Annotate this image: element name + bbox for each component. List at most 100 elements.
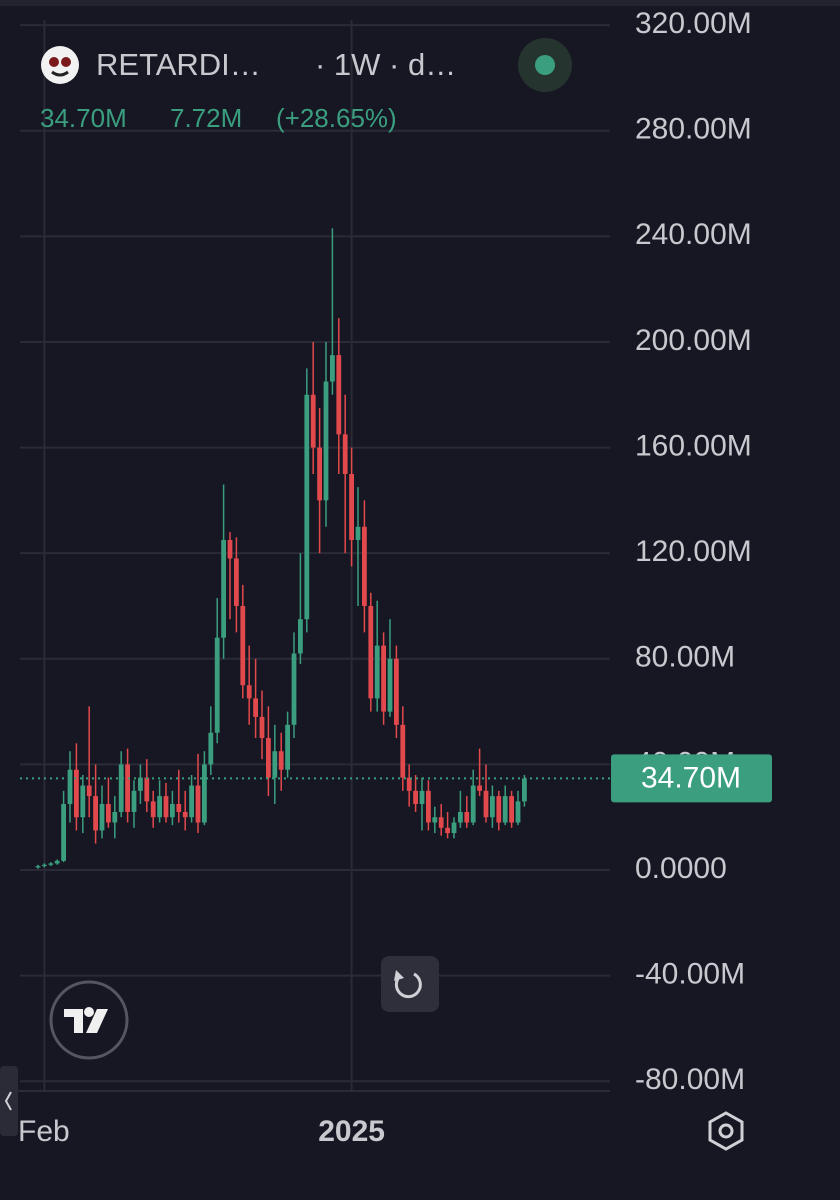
candle-body [214,637,220,733]
logo-dot [84,1007,94,1017]
candle-body [298,619,303,654]
candle-body [317,447,322,501]
candle-body [42,864,47,867]
candle-body [285,724,290,770]
reset-button[interactable] [381,956,439,1012]
candle-body [490,796,495,818]
candle-body [400,724,406,778]
last-price-label: 34.70M [641,761,741,794]
candle-body [406,777,412,791]
candle-body [118,764,124,812]
candle-body [86,785,92,797]
icon-eye [49,57,59,67]
candle-body [458,811,463,823]
candle-body [394,658,399,725]
candle-body [67,769,73,805]
candle-body [144,777,150,802]
candle-body [182,811,188,818]
candle-body [349,473,354,540]
x-tick-label: 2025 [318,1115,385,1148]
candle-body [355,526,361,540]
candle-body [125,764,130,812]
candle-body [419,790,425,805]
candle-body [150,801,156,818]
icon-mouth [51,70,69,77]
candle-body [362,526,367,606]
x-tick-label: Feb [18,1115,70,1148]
y-tick-label: 280.00M [635,113,752,146]
candle-body [413,790,418,805]
candle-body [470,785,476,823]
candle-body [131,790,137,812]
candle-body [157,796,162,818]
candle-body [35,866,41,868]
symbol-name[interactable]: RETARDI… [96,47,261,82]
candle-body [80,785,86,818]
candle-body [464,811,470,823]
candle-body [291,653,297,725]
candle-body [234,558,239,606]
candle-body [310,394,316,448]
x-axis-border [0,1090,610,1092]
last-value: 34.70M [40,103,127,133]
candle-body [381,645,386,712]
side-tab-arrow [4,1091,12,1111]
candle-body [323,381,329,501]
candle-body [227,539,233,559]
candle-body [272,751,278,778]
last-price-box [611,754,772,803]
side-tab[interactable] [0,1066,18,1136]
candle-body [99,804,105,831]
candle-body [432,817,438,823]
candle-body [515,801,521,823]
candle-body [74,769,79,818]
candle-body [451,822,457,834]
y-tick-label: 200.00M [635,324,752,357]
y-tick-label: 80.00M [635,641,735,674]
reset-icon [394,972,422,999]
top-edge [0,0,840,6]
settings-icon [718,1123,734,1139]
candle-body [502,796,508,823]
candle-body [189,785,194,818]
change-value: 7.72M [170,103,242,133]
candle-body [48,863,54,865]
y-tick-label: 160.00M [635,429,752,462]
settings-button[interactable] [708,1111,744,1151]
candle-body [509,796,514,823]
candle-body [54,860,60,864]
candle-body [112,811,118,823]
change-percent: (+28.65%) [276,103,397,133]
reset-arrow [394,970,404,981]
candle-body [438,817,444,828]
candle-body [445,827,450,834]
icon-eye [61,57,71,67]
candle-body [246,685,252,699]
candle-body [426,790,431,823]
candle-body [163,796,169,818]
status-dot [535,55,555,75]
tradingview-logo[interactable] [49,980,129,1060]
y-tick-label: 120.00M [635,535,752,568]
candle-body [176,804,182,812]
candle-body [342,434,348,474]
candle-body [336,355,342,435]
y-tick-label: 0.0000 [635,852,727,885]
candle-body [374,645,380,699]
candle-body [195,785,201,823]
y-tick-label: -40.00M [635,958,745,991]
candle-body [496,796,502,823]
candle-body [138,777,143,791]
plot: -80.00M-40.00M0.000040.00M80.00M120.00M1… [18,7,752,1148]
interval[interactable]: · 1W · d… [315,47,456,82]
candle-body [202,764,207,823]
candle-body [93,796,98,831]
candle-body [477,785,482,791]
candle-body [208,732,214,765]
candle-body [387,658,393,712]
y-tick-label: -80.00M [635,1063,745,1096]
candle-body [368,605,374,699]
candle-body [221,539,226,638]
symbol-icon[interactable] [41,46,79,84]
